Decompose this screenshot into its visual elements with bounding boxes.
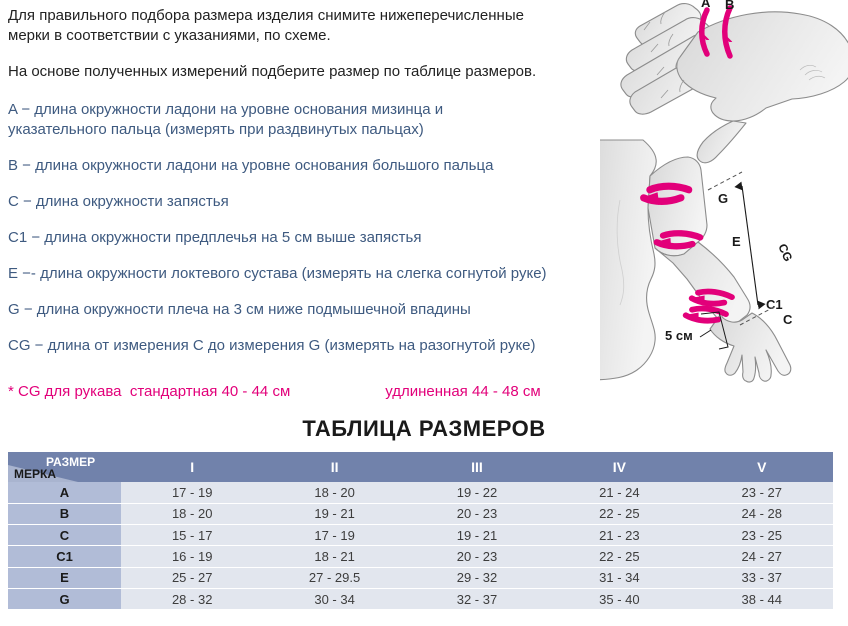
svg-text:E: E — [732, 234, 741, 249]
svg-text:G: G — [718, 191, 728, 206]
svg-text:B: B — [725, 0, 734, 12]
svg-text:C1: C1 — [766, 297, 783, 312]
svg-text:CG: CG — [775, 242, 795, 264]
svg-text:5 см: 5 см — [665, 328, 693, 343]
svg-text:A: A — [701, 0, 711, 10]
svg-text:C: C — [783, 312, 793, 327]
